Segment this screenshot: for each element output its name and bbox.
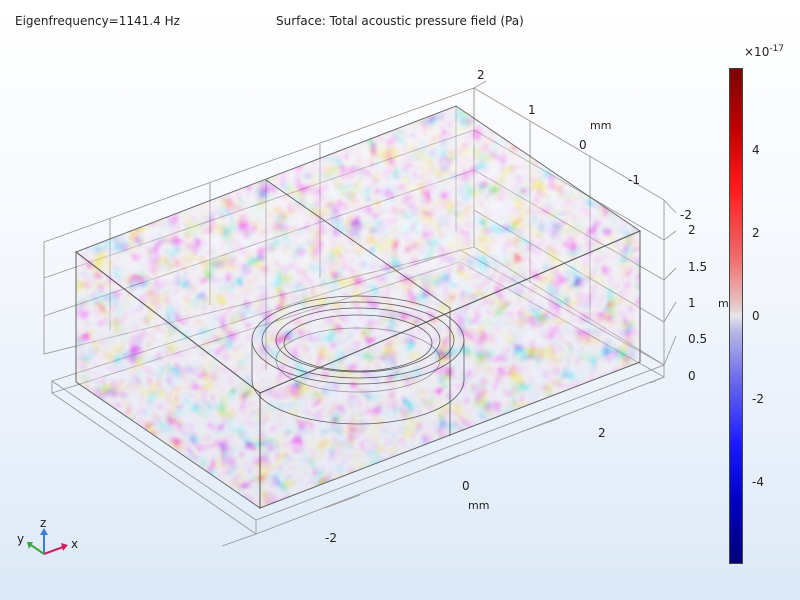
x-tick-label: -2 xyxy=(325,531,337,545)
y-axis-unit: mm xyxy=(590,119,611,132)
x-tick-label: 0 xyxy=(462,479,470,493)
colorbar-tick: 4 xyxy=(752,143,760,157)
z-tick-label: 0.5 xyxy=(688,332,707,346)
y-tick-label: 2 xyxy=(477,68,485,82)
y-axis: 2 1 0 -1 -2 mm xyxy=(477,68,692,222)
plot-title: Surface: Total acoustic pressure field (… xyxy=(276,14,524,28)
colorbar-tick: 2 xyxy=(752,226,760,240)
z-axis: 2 1.5 1 0.5 0 m xyxy=(688,223,729,383)
pressure-field-box[interactable] xyxy=(74,105,642,509)
x-tick-label: 2 xyxy=(598,426,606,440)
eigenfrequency-label: Eigenfrequency=1141.4 Hz xyxy=(15,14,180,28)
axis-triad: z x y xyxy=(17,516,78,555)
y-tick-label: 0 xyxy=(579,138,587,152)
z-tick-label: 0 xyxy=(688,369,696,383)
triad-z-label: z xyxy=(40,516,46,530)
colorbar-tick: -2 xyxy=(752,392,764,406)
triad-y-label: y xyxy=(17,532,24,546)
z-tick-label: 1.5 xyxy=(688,260,707,274)
colorbar-tick: 0 xyxy=(752,309,760,323)
y-tick-label: -2 xyxy=(680,208,692,222)
triad-x-label: x xyxy=(71,537,78,551)
colorbar-multiplier: ×10-17 xyxy=(744,44,785,59)
x-axis: 2 0 -2 mm xyxy=(325,426,606,545)
colorbar-tick: -4 xyxy=(752,475,764,489)
cylinder-geometry[interactable] xyxy=(251,295,465,425)
y-tick-label: 1 xyxy=(528,103,536,117)
colorbar-legend xyxy=(729,68,743,564)
z-tick-label: 1 xyxy=(688,296,696,310)
x-axis-unit: mm xyxy=(468,499,489,512)
z-tick-label: 2 xyxy=(688,223,696,237)
z-axis-unit: m xyxy=(718,297,729,310)
y-tick-label: -1 xyxy=(628,173,640,187)
